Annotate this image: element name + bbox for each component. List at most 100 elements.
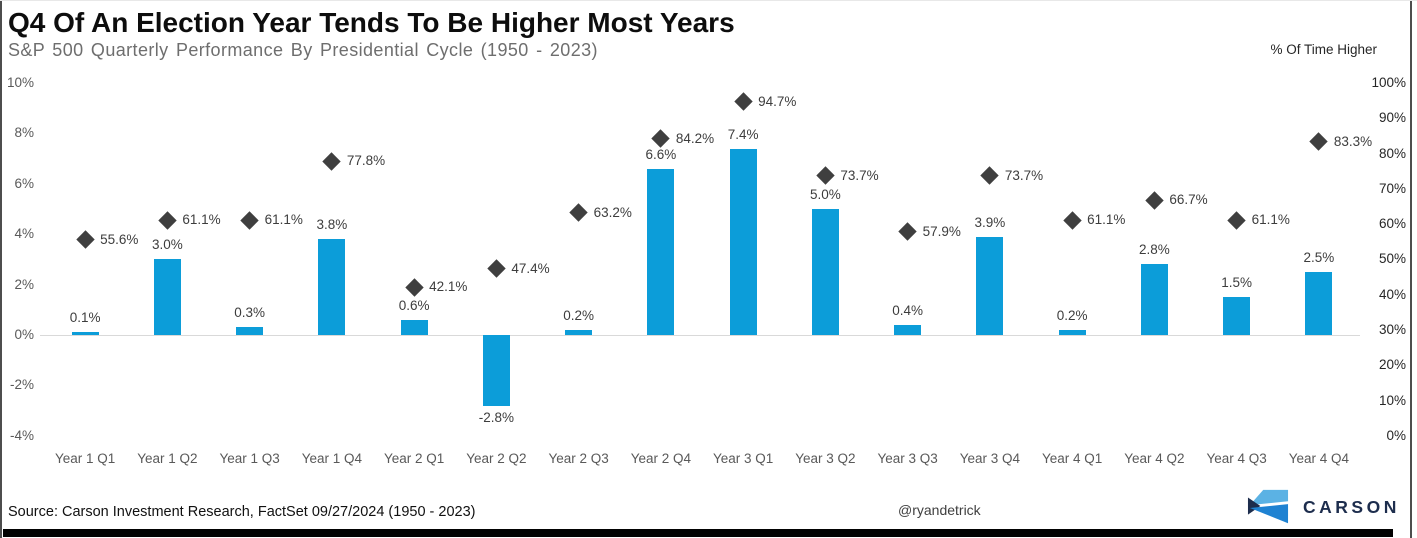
bar [236,327,264,335]
right-axis-tick: 50% [1378,251,1406,267]
bar-value-label: 5.0% [809,187,841,202]
page-title: Q4 Of An Election Year Tends To Be Highe… [8,7,735,38]
bottom-bar [3,529,1393,537]
bar-value-label: 0.1% [69,310,101,326]
bar [400,319,428,335]
right-axis-tick: 60% [1378,216,1406,232]
bar-value-label: 0.2% [563,307,595,323]
right-axis-tick: 80% [1378,145,1406,161]
pct-diamond-icon [651,129,671,148]
x-axis-label: Year 1 Q1 [54,451,116,466]
pct-value-label: 66.7% [1169,192,1208,208]
right-axis-tick: 70% [1378,180,1406,196]
source-note: Source: Carson Investment Research, Fact… [8,504,476,520]
x-axis-label: Year 3 Q2 [795,451,856,466]
x-axis-label: Year 2 Q2 [466,451,527,466]
x-axis-label: Year 2 Q3 [548,451,609,466]
bar-value-label: -2.8% [478,409,515,425]
x-axis-label: Year 1 Q3 [219,451,280,466]
x-axis-label: Year 2 Q1 [383,451,445,466]
left-axis-tick: -4% [9,427,34,443]
pct-diamond-icon [404,278,424,297]
bar-value-label: 1.5% [1221,275,1253,291]
left-axis-tick: 2% [14,276,34,292]
left-axis-tick: 4% [14,226,34,242]
bar [811,209,839,335]
pct-diamond-icon [1145,191,1164,210]
bar-value-label: 0.4% [892,302,924,318]
right-axis-tick: 30% [1378,321,1406,337]
bar [153,259,181,335]
pct-value-label: 61.1% [1251,212,1290,228]
pct-diamond-icon [898,222,917,241]
pct-diamond-icon [1062,211,1082,230]
bar-value-label: 7.4% [727,126,759,142]
right-axis-tick: 10% [1378,392,1406,408]
bar-value-label: 3.8% [316,217,348,233]
x-axis-label: Year 1 Q4 [301,451,363,466]
bar-value-label: 3.0% [151,237,183,253]
right-axis-tick: 20% [1378,357,1406,373]
left-axis-tick: -2% [9,377,34,393]
pct-diamond-icon [816,166,835,185]
chart-subtitle: S&P 500 Quarterly Performance By Preside… [8,40,598,60]
x-axis-label: Year 2 Q4 [630,451,692,466]
right-axis-tick: 40% [1378,286,1406,302]
carson-logo: CARSON [1247,488,1400,526]
carson-logo-icon [1247,489,1289,524]
pct-value-label: 42.1% [429,279,468,295]
right-border-line [1410,1,1412,538]
pct-value-label: 84.2% [675,130,715,146]
pct-value-label: 47.4% [511,260,550,276]
pct-diamond-icon [569,203,588,223]
pct-value-label: 61.1% [1087,212,1126,228]
bar [647,168,675,335]
pct-diamond-icon [1227,211,1246,230]
pct-diamond-icon [733,92,753,111]
left-border-line [0,1,2,538]
pct-value-label: 61.1% [264,212,303,228]
pct-value-label: 55.6% [100,231,139,247]
x-axis-label: Year 1 Q2 [137,451,198,466]
pct-value-label: 77.8% [346,153,386,169]
right-axis-tick: 100% [1371,75,1406,90]
bar-value-label: 0.3% [234,305,266,321]
left-axis-tick: 6% [14,175,34,191]
pct-diamond-icon [980,166,1000,185]
bar [565,329,593,335]
bar [976,236,1004,335]
bar [1140,264,1168,335]
pct-value-label: 83.3% [1333,133,1373,149]
bar [729,148,757,335]
pct-diamond-icon [322,152,342,171]
x-axis-label: Year 4 Q1 [1041,451,1103,466]
pct-diamond-icon [240,211,259,230]
x-axis-label: Year 3 Q1 [712,451,774,466]
zero-gridline [40,335,1360,336]
bar-value-label: 3.9% [974,214,1006,230]
left-axis-tick: 10% [6,75,34,90]
pct-diamond-icon [1309,132,1329,152]
bar [1305,272,1333,335]
bar-value-label: 2.8% [1138,242,1170,258]
bar-value-label: 0.2% [1056,307,1088,323]
bar [482,335,510,406]
x-axis-label: Year 4 Q3 [1206,451,1267,466]
bar-value-label: 6.6% [645,146,677,162]
bar [894,324,922,335]
x-axis-label: Year 4 Q2 [1124,451,1185,466]
pct-value-label: 63.2% [593,204,632,220]
pct-value-label: 57.9% [922,223,961,239]
pct-diamond-icon [75,230,95,249]
pct-value-label: 94.7% [758,93,797,109]
pct-value-label: 73.7% [1004,167,1044,183]
x-axis-label: Year 3 Q3 [877,451,938,466]
bar [1058,329,1086,335]
bar-value-label: 0.6% [398,297,430,313]
bar [318,239,346,335]
x-axis-label: Year 4 Q4 [1288,451,1350,466]
right-axis-title: % Of Time Higher [1270,42,1377,57]
bar-value-label: 2.5% [1303,250,1335,265]
